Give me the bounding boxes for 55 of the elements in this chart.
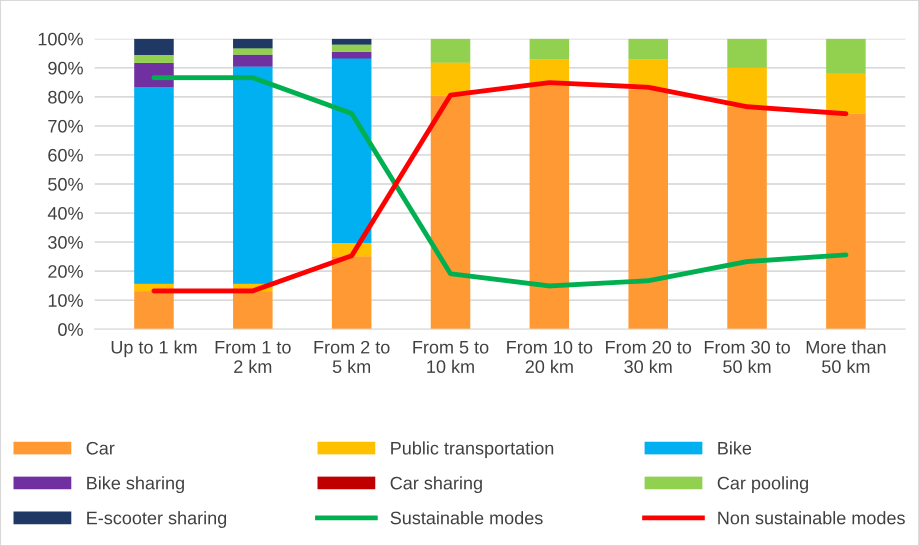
y-tick-label: 50%: [48, 178, 83, 191]
x-tick-label: From 1 to 2 km: [216, 341, 291, 373]
bar: [530, 84, 570, 330]
x-tick-label: From 5 to 10 km: [413, 341, 488, 374]
y-tick-label: 40%: [48, 206, 83, 220]
bar: [233, 54, 273, 67]
y-tick-label: 10%: [48, 294, 83, 307]
y-tick-label: 30%: [48, 236, 83, 249]
bar: [332, 38, 372, 45]
bar: [628, 38, 668, 60]
bar: [826, 114, 866, 330]
y-tick-label: 70%: [48, 120, 83, 133]
bar: [134, 38, 174, 56]
y-tick-label: 0%: [58, 323, 83, 336]
x-tick-label: Up to 1 km: [112, 340, 196, 358]
bar: [233, 48, 273, 55]
bar: [826, 38, 866, 74]
bar: [332, 52, 372, 59]
bar: [332, 44, 372, 52]
bar: [430, 38, 470, 63]
bar: [134, 55, 174, 63]
y-tick-label: 100%: [38, 32, 83, 46]
y-tick-label: 60%: [48, 148, 83, 162]
bar: [134, 86, 174, 284]
y-tick-label: 90%: [48, 62, 83, 75]
x-tick-label: More than 50 km: [806, 340, 886, 374]
bar: [332, 58, 372, 243]
bar: [233, 291, 273, 330]
bar: [430, 62, 470, 96]
legend-label: Car pooling: [718, 476, 808, 494]
bar: [727, 38, 767, 68]
bar: [826, 74, 866, 114]
bar: [233, 66, 273, 284]
bar: [233, 38, 273, 48]
bar: [430, 96, 470, 330]
legend-label: Car: [86, 442, 115, 455]
legend-label: Bike sharing: [87, 476, 184, 494]
x-tick-label: From 10 to 20 km: [507, 340, 592, 374]
x-tick-label: From 30 to 50 km: [704, 340, 790, 374]
legend-label: Non sustainable modes: [718, 511, 905, 524]
legend-label: Car sharing: [390, 476, 482, 494]
legend-label: Public transportation: [391, 441, 554, 458]
y-tick-label: 20%: [48, 265, 83, 278]
legend-label: E-scooter sharing: [87, 511, 226, 528]
x-tick-label: From 20 to 30 km: [606, 340, 692, 374]
bar: [134, 291, 174, 330]
bar: [628, 90, 668, 330]
bar: [332, 256, 372, 330]
legend-label: Sustainable modes: [390, 511, 543, 524]
bar: [727, 68, 767, 107]
legend-label: Bike: [718, 441, 752, 455]
x-tick-label: From 2 to 5 km: [314, 340, 390, 374]
y-tick-label: 80%: [48, 90, 83, 104]
bar: [727, 106, 767, 330]
bar: [530, 38, 570, 60]
